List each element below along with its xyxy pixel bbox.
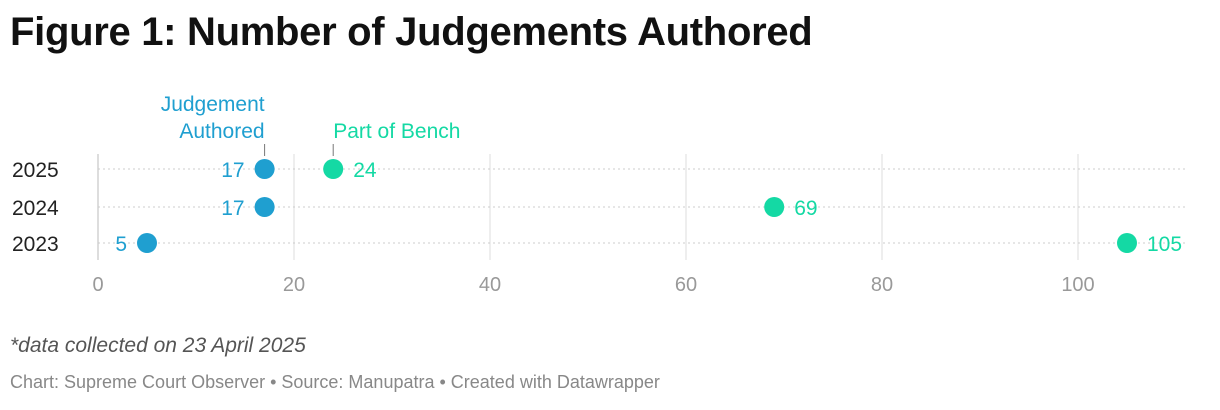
credits: Chart: Supreme Court Observer • Source: … bbox=[10, 372, 660, 392]
value-label-authored-2023: 5 bbox=[115, 233, 127, 256]
value-label-bench-2025: 24 bbox=[353, 159, 377, 182]
dot-authored-2024 bbox=[254, 197, 275, 217]
value-label-bench-2024: 69 bbox=[794, 197, 817, 220]
x-tick-label-20: 20 bbox=[283, 274, 305, 296]
x-tick-label-100: 100 bbox=[1061, 274, 1094, 296]
x-tick-label-60: 60 bbox=[675, 274, 697, 296]
legend-bench-label: Part of Bench bbox=[333, 120, 460, 143]
value-label-authored-2025: 17 bbox=[221, 159, 244, 182]
legend-authored-line2: Authored bbox=[179, 120, 264, 143]
x-tick-label-80: 80 bbox=[871, 274, 893, 296]
dot-authored-2025 bbox=[254, 159, 275, 179]
x-tick-label-40: 40 bbox=[479, 274, 501, 296]
x-tick-label-0: 0 bbox=[92, 274, 103, 296]
chart-title: Figure 1: Number of Judgements Authored bbox=[10, 10, 813, 54]
category-label-2025: 2025 bbox=[12, 159, 59, 182]
chart-area: 0 20 40 60 80 100 Judgement Authored Part of Ben… bbox=[0, 80, 1220, 320]
dot-bench-2025 bbox=[323, 159, 344, 179]
legend-authored-line1: Judgement bbox=[161, 93, 265, 116]
value-label-bench-2023: 105 bbox=[1147, 233, 1182, 256]
dot-bench-2024 bbox=[764, 197, 785, 217]
dot-bench-2023 bbox=[1117, 233, 1137, 253]
footnote: *data collected on 23 April 2025 bbox=[10, 334, 306, 357]
value-label-authored-2024: 17 bbox=[221, 197, 244, 220]
dot-authored-2023 bbox=[137, 233, 157, 253]
category-label-2024: 2024 bbox=[12, 197, 59, 220]
category-label-2023: 2023 bbox=[12, 233, 59, 256]
dumbbell-chart: 0 20 40 60 80 100 Judgement Authored Part of Ben… bbox=[12, 93, 1186, 296]
